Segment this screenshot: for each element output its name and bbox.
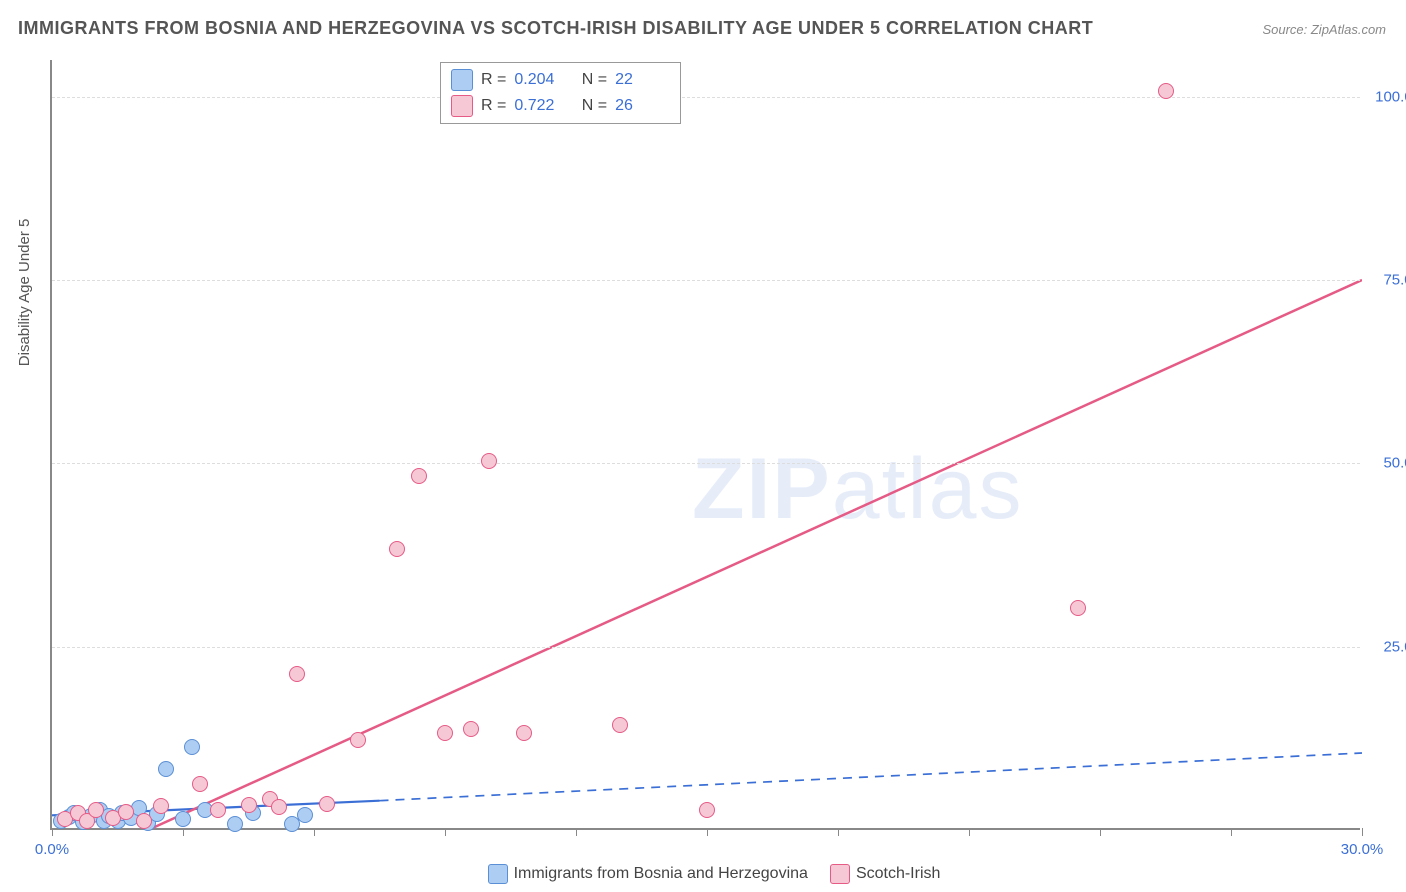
watermark: ZIPatlas bbox=[692, 440, 1023, 539]
n-value: 22 bbox=[615, 71, 670, 89]
scatter-point bbox=[411, 468, 427, 484]
scatter-point bbox=[210, 802, 226, 818]
x-tick bbox=[838, 828, 839, 836]
scatter-point bbox=[88, 802, 104, 818]
trend-lines-svg bbox=[52, 60, 1362, 830]
x-tick bbox=[445, 828, 446, 836]
x-tick-label: 0.0% bbox=[35, 841, 69, 858]
x-tick bbox=[1362, 828, 1363, 836]
gridline bbox=[52, 280, 1360, 281]
scatter-point bbox=[227, 816, 243, 832]
r-value: 0.204 bbox=[514, 71, 569, 89]
x-tick bbox=[576, 828, 577, 836]
scatter-point bbox=[516, 725, 532, 741]
x-tick bbox=[52, 828, 53, 836]
correlation-legend: R = 0.204 N = 22 R = 0.722 N = 26 bbox=[440, 62, 681, 124]
legend-swatch bbox=[488, 864, 508, 884]
legend-series-label: Scotch-Irish bbox=[856, 865, 940, 882]
n-value: 26 bbox=[615, 97, 670, 115]
scatter-point bbox=[297, 807, 313, 823]
scatter-point bbox=[241, 797, 257, 813]
x-tick bbox=[707, 828, 708, 836]
x-tick bbox=[1231, 828, 1232, 836]
y-tick-label: 100.0% bbox=[1366, 88, 1406, 105]
scatter-point bbox=[699, 802, 715, 818]
legend-stat-row: R = 0.722 N = 26 bbox=[451, 93, 670, 119]
y-tick-label: 75.0% bbox=[1366, 272, 1406, 289]
x-tick bbox=[1100, 828, 1101, 836]
plot-area: ZIPatlas 25.0%50.0%75.0%100.0%0.0%30.0% bbox=[50, 60, 1360, 830]
r-value: 0.722 bbox=[514, 97, 569, 115]
scatter-point bbox=[175, 811, 191, 827]
r-label: R = bbox=[481, 71, 506, 89]
n-label: N = bbox=[577, 71, 607, 89]
gridline bbox=[52, 647, 1360, 648]
y-tick-label: 25.0% bbox=[1366, 638, 1406, 655]
x-tick bbox=[314, 828, 315, 836]
legend-swatch bbox=[451, 69, 473, 91]
scatter-point bbox=[192, 776, 208, 792]
legend-swatch bbox=[451, 95, 473, 117]
scatter-point bbox=[153, 798, 169, 814]
scatter-point bbox=[118, 804, 134, 820]
legend-series-label: Immigrants from Bosnia and Herzegovina bbox=[514, 865, 808, 882]
r-label: R = bbox=[481, 97, 506, 115]
series-legend: Immigrants from Bosnia and Herzegovina Sc… bbox=[0, 864, 1406, 884]
y-tick-label: 50.0% bbox=[1366, 455, 1406, 472]
y-axis-label: Disability Age Under 5 bbox=[16, 219, 33, 367]
scatter-point bbox=[612, 717, 628, 733]
x-tick bbox=[969, 828, 970, 836]
legend-swatch bbox=[830, 864, 850, 884]
gridline bbox=[52, 463, 1360, 464]
scatter-point bbox=[463, 721, 479, 737]
n-label: N = bbox=[577, 97, 607, 115]
scatter-point bbox=[289, 666, 305, 682]
chart-title: IMMIGRANTS FROM BOSNIA AND HERZEGOVINA V… bbox=[18, 18, 1093, 39]
scatter-point bbox=[389, 541, 405, 557]
scatter-point bbox=[437, 725, 453, 741]
x-tick-label: 30.0% bbox=[1341, 841, 1384, 858]
scatter-point bbox=[319, 796, 335, 812]
scatter-point bbox=[184, 739, 200, 755]
x-tick bbox=[183, 828, 184, 836]
source-label: Source: ZipAtlas.com bbox=[1262, 22, 1386, 37]
scatter-point bbox=[1158, 83, 1174, 99]
legend-stat-row: R = 0.204 N = 22 bbox=[451, 67, 670, 93]
scatter-point bbox=[158, 761, 174, 777]
scatter-point bbox=[350, 732, 366, 748]
scatter-point bbox=[1070, 600, 1086, 616]
scatter-point bbox=[136, 813, 152, 829]
scatter-point bbox=[481, 453, 497, 469]
scatter-point bbox=[271, 799, 287, 815]
